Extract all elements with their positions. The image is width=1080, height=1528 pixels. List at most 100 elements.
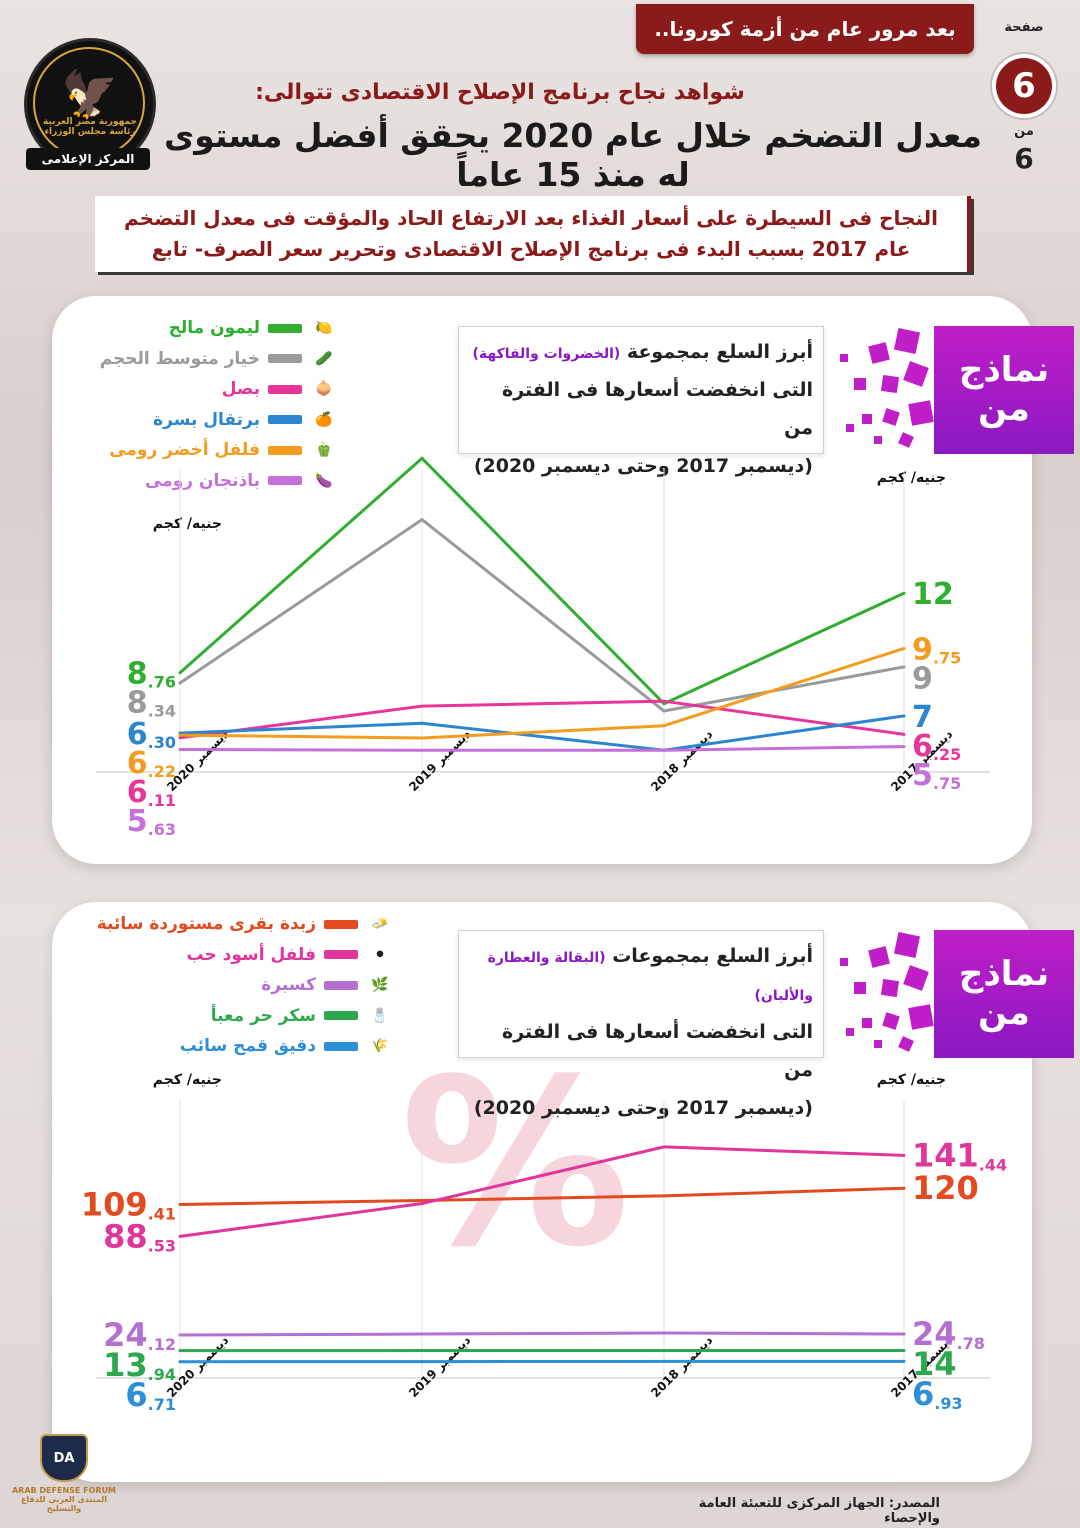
cucumber-icon: 🥒 — [315, 350, 333, 367]
data-point — [902, 591, 906, 595]
legend-label: دقيق قمح سائب — [179, 1036, 316, 1056]
subtitle: شواهد نجاح برنامج الإصلاح الاقتصادى تتوا… — [255, 80, 745, 105]
page-label: صفحة — [1004, 20, 1044, 35]
legend-label: برتقال بسرة — [153, 409, 260, 430]
series-line — [179, 699, 905, 740]
legend-label: كسبرة — [261, 975, 316, 995]
butter-icon: 🧈 — [371, 916, 389, 932]
panel1-badge: نماذج من — [934, 326, 1074, 454]
banner-text: بعد مرور عام من أزمة كورونا.. — [654, 17, 956, 41]
sugar-icon: 🧂 — [371, 1007, 389, 1024]
legend-label: فلفل أسود حب — [186, 944, 317, 965]
data-label: 6.25 — [912, 729, 961, 764]
box-highlight: (البقالة والعطارة والألبان) — [487, 950, 813, 1004]
legend-swatch — [268, 384, 302, 394]
panel1-unit-left: جنيه/ كجم — [152, 516, 222, 532]
data-point — [902, 714, 906, 718]
data-point — [662, 709, 666, 713]
data-point — [420, 518, 424, 522]
data-point — [662, 699, 666, 703]
series-line — [179, 714, 905, 752]
box-line-1: أبرز السلع بمجموعات — [612, 945, 813, 967]
badge-line-2: من — [978, 993, 1030, 1033]
series-line — [179, 456, 905, 706]
data-point — [178, 736, 182, 740]
page-number-badge: 6 — [996, 58, 1052, 114]
data-point — [902, 646, 906, 650]
series-line — [179, 517, 905, 713]
legend-label: ليمون مالح — [168, 318, 260, 338]
data-point — [902, 745, 906, 749]
legend-label: باذنجان رومى — [144, 470, 260, 491]
data-point — [662, 748, 666, 752]
legend-item: 🍆 باذنجان رومى — [145, 469, 338, 493]
data-label: 8.34 — [127, 686, 176, 721]
data-label: 7 — [912, 700, 933, 735]
badge-line-1: نماذج — [958, 349, 1050, 390]
panel1-unit-right: جنيه/ كجم — [876, 470, 946, 486]
legend-swatch — [268, 354, 302, 363]
forum-name-ar: المنتدى العربي للدفاع والتسليح — [20, 1495, 108, 1513]
legend-swatch — [324, 950, 358, 959]
legend-swatch — [268, 415, 302, 424]
lemon-icon: 🍋 — [315, 320, 333, 336]
data-label: 12 — [912, 577, 954, 612]
box-line-1: أبرز السلع بمجموعة — [626, 341, 813, 363]
source-note: المصدر: الجهاز المركزى للتعبئة العامة وا… — [698, 1496, 940, 1526]
flour-icon: 🌾 — [371, 1038, 389, 1054]
legend-swatch — [324, 980, 358, 990]
panel2-unit-right: جنيه/ كجم — [876, 1072, 946, 1088]
legend-swatch — [324, 919, 358, 929]
legend-swatch — [324, 1011, 358, 1020]
legend-item: 🌿 كسبرة — [261, 973, 394, 997]
data-label: 5.63 — [127, 804, 176, 839]
legend-label: خيار متوسط الحجم — [99, 348, 260, 369]
box-line-2: التى انخفضت أسعارها فى الفترة من — [501, 1021, 813, 1081]
data-point — [420, 721, 424, 725]
data-point — [420, 748, 424, 752]
page-total: 6 — [1014, 142, 1034, 175]
box-highlight: (الخضروات والفاكهة) — [472, 346, 621, 362]
legend-swatch — [268, 445, 302, 455]
legend-label: سكر حر معبأ — [210, 1005, 316, 1026]
data-point — [178, 681, 182, 685]
data-point — [662, 702, 666, 706]
pepper-icon: 🫑 — [315, 442, 333, 458]
legend-item: 🧅 بصل — [222, 377, 338, 401]
data-point — [178, 748, 182, 752]
x-tick-label: ديسمبر 2018 — [648, 727, 715, 794]
legend-item: 🌾 دقيق قمح سائب — [180, 1034, 394, 1058]
data-point — [662, 724, 666, 728]
series-line — [179, 745, 905, 752]
panel2-unit-left: جنيه/ كجم — [152, 1072, 222, 1088]
black-pepper-icon: ⚫ — [374, 946, 386, 963]
data-point — [420, 704, 424, 708]
orange-icon: 🍊 — [315, 411, 333, 428]
data-point — [420, 456, 424, 460]
data-point — [178, 671, 182, 675]
data-label: 9.75 — [912, 632, 961, 667]
data-label: 6.11 — [127, 775, 176, 810]
data-point — [420, 736, 424, 740]
intro-line-2: عام 2017 بسبب البدء فى برنامج الإصلاح ال… — [151, 237, 911, 261]
box-line-3: (ديسمبر 2017 وحتى ديسمبر 2020) — [473, 455, 813, 477]
legend-item: 🍊 برتقال بسرة — [153, 408, 338, 432]
legend-label: بصل — [221, 379, 260, 399]
page-of-label: من — [1014, 124, 1034, 139]
data-point — [902, 665, 906, 669]
panel2-pixel-decoration — [840, 931, 934, 1052]
legend-item: 🥒 خيار متوسط الحجم — [100, 347, 338, 371]
logo-strip: المركز الإعلامى — [26, 148, 150, 170]
data-label: 9 — [912, 661, 933, 696]
legend-swatch — [324, 1041, 358, 1051]
top-banner: بعد مرور عام من أزمة كورونا.. — [636, 4, 974, 54]
legend-item: 🍋 ليمون مالح — [169, 316, 338, 340]
onion-icon: 🧅 — [315, 381, 333, 397]
series-line — [179, 647, 905, 740]
panel1-description-box: أبرز السلع بمجموعة (الخضروات والفاكهة) ا… — [458, 326, 824, 477]
badge-line-2: من — [978, 389, 1030, 429]
data-label: 6.30 — [127, 717, 176, 752]
data-point — [178, 733, 182, 737]
forum-watermark: DA ARAB DEFENSE FORUM المنتدى العربي للد… — [8, 1434, 120, 1522]
